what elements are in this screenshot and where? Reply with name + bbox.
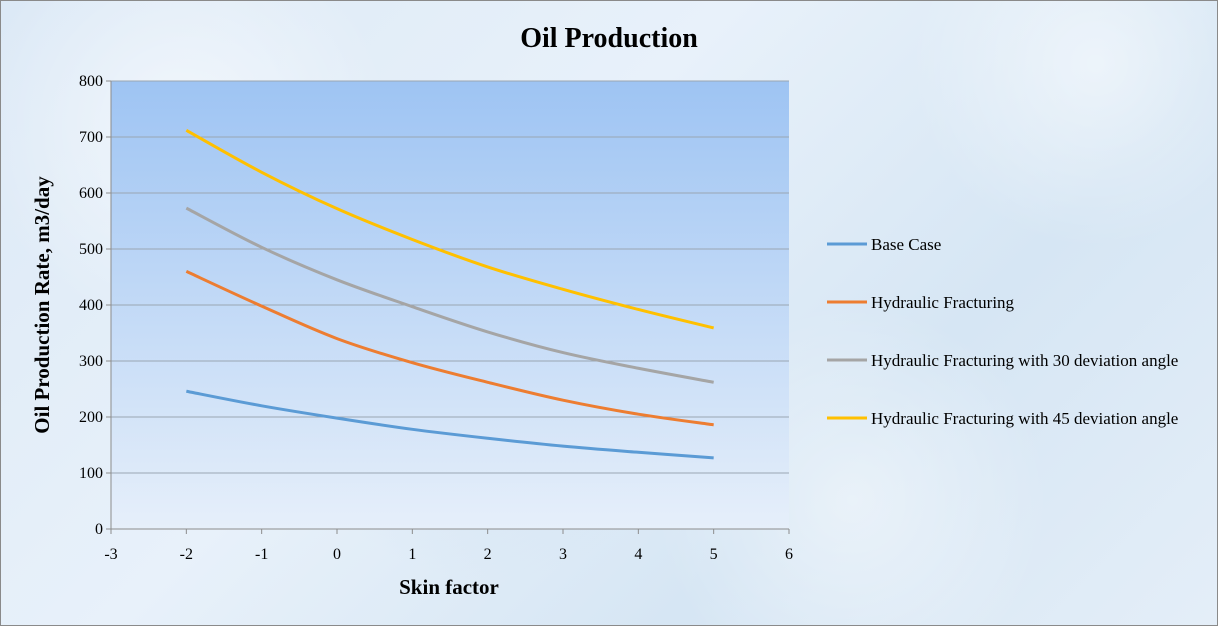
series-line-2 bbox=[185, 270, 714, 427]
x-tick-label: 4 bbox=[634, 546, 642, 563]
x-tick-label: -2 bbox=[180, 546, 193, 563]
grid-lines bbox=[111, 80, 789, 474]
chart-title: Oil Production bbox=[520, 23, 698, 54]
y-tick-label: 200 bbox=[79, 409, 103, 426]
x-tick-label: 3 bbox=[559, 546, 567, 563]
x-tick-label: 1 bbox=[408, 546, 416, 563]
x-tick-label: 0 bbox=[333, 546, 341, 563]
tick-labels: 0 100 200 300 400 500 600 700 800 -3 -2 -1 0 1 2 3 4 5 6 bbox=[79, 73, 793, 563]
x-tick-label: 5 bbox=[710, 546, 718, 563]
y-tick-label: 400 bbox=[79, 297, 103, 314]
x-tick-label: -1 bbox=[255, 546, 268, 563]
x-axis-label: Skin factor bbox=[399, 575, 499, 599]
y-tick-label: 600 bbox=[79, 185, 103, 202]
series-line-4 bbox=[185, 128, 715, 330]
y-tick-label: 700 bbox=[79, 129, 103, 146]
legend-label-1: Base Case bbox=[871, 235, 941, 254]
series-line-3 bbox=[185, 206, 714, 384]
x-tick-label: -3 bbox=[104, 546, 117, 563]
y-tick-label: 500 bbox=[79, 241, 103, 258]
y-axis-label: Oil Production Rate, m3/day bbox=[30, 176, 54, 434]
series-lines bbox=[185, 128, 715, 460]
legend-label-2: Hydraulic Fracturing bbox=[871, 293, 1015, 312]
legend: Base Case Hydraulic Fracturing Hydraulic F… bbox=[827, 235, 1178, 428]
x-tick-label: 2 bbox=[484, 546, 492, 563]
series-line-1 bbox=[186, 389, 714, 460]
x-tick-label: 6 bbox=[785, 546, 793, 563]
y-tick-label: 800 bbox=[79, 73, 103, 90]
legend-label-4: Hydraulic Fracturing with 45 deviation a… bbox=[871, 409, 1178, 428]
y-tick-label: 100 bbox=[79, 465, 103, 482]
y-tick-label: 0 bbox=[95, 521, 103, 538]
y-tick-label: 300 bbox=[79, 353, 103, 370]
axes bbox=[106, 80, 790, 534]
legend-label-3: Hydraulic Fracturing with 30 deviation a… bbox=[871, 351, 1178, 370]
